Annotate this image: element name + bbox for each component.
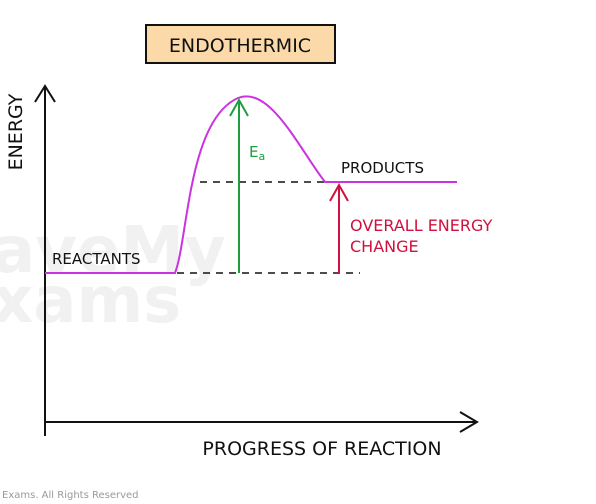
copyright-footer: Exams. All Rights Reserved — [2, 490, 139, 501]
title-box — [145, 24, 336, 64]
activation-energy-label: Ea — [249, 143, 265, 163]
energy-curve — [45, 95, 457, 274]
diagram-title: ENDOTHERMIC — [169, 35, 311, 57]
x-axis-label: PROGRESS OF REACTION — [202, 438, 441, 460]
x-axis-arrowhead — [459, 411, 479, 433]
overall-energy-change-label-line-2: CHANGE — [350, 237, 419, 256]
watermark-line-1: aveMy — [0, 214, 226, 288]
watermark-line-2: xams — [0, 264, 181, 338]
products-label: PRODUCTS — [341, 159, 424, 177]
overall-energy-change-arrowhead — [329, 182, 349, 202]
overall-energy-change-label-line-1: OVERALL ENERGY — [350, 216, 493, 235]
activation-energy-arrowhead — [229, 97, 249, 117]
y-axis-label: ENERGY — [5, 93, 27, 170]
activation-energy-symbol: E — [249, 143, 258, 161]
reactants-label: REACTANTS — [52, 250, 141, 268]
y-axis-arrowhead — [34, 84, 56, 103]
activation-energy-subscript: a — [258, 150, 265, 163]
